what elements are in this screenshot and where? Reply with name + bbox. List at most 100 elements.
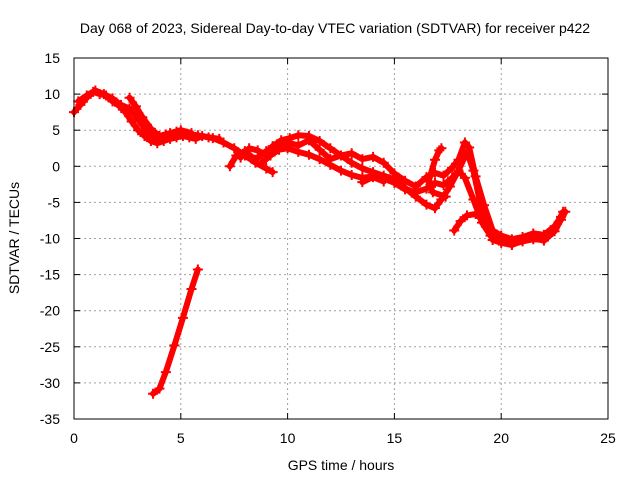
data-point-marker — [453, 165, 464, 176]
data-point-marker — [440, 191, 451, 202]
y-tick-label: 10 — [44, 86, 60, 102]
y-tick-label: -25 — [40, 339, 60, 355]
y-tick-label: -5 — [48, 194, 61, 210]
data-point-marker — [549, 223, 560, 234]
data-point-marker — [154, 383, 165, 394]
data-point-marker — [282, 137, 293, 148]
data-point-marker — [528, 234, 539, 245]
data-point-marker — [81, 90, 92, 101]
data-point-marker — [378, 176, 389, 187]
data-point-marker — [250, 154, 261, 165]
data-point-marker — [314, 154, 325, 165]
data-point-marker — [447, 162, 458, 173]
data-point-marker — [261, 163, 272, 174]
data-point-marker — [303, 135, 314, 146]
data-point-marker — [252, 145, 263, 156]
y-tick-label: -10 — [40, 231, 60, 247]
y-tick-label: 15 — [44, 50, 60, 66]
data-point-marker — [434, 145, 445, 156]
data-point-marker — [186, 128, 197, 139]
data-point-marker — [474, 204, 485, 215]
data-point-marker — [261, 146, 272, 157]
data-point-marker — [98, 89, 109, 100]
data-point-marker — [459, 137, 470, 148]
x-axis-label: GPS time / hours — [288, 457, 395, 473]
data-point-marker — [436, 143, 447, 154]
data-series — [69, 85, 571, 399]
data-point-marker — [438, 180, 449, 191]
data-point-marker — [271, 140, 282, 151]
data-point-marker — [423, 176, 434, 187]
data-point-marker — [177, 312, 188, 323]
data-point-marker — [400, 184, 411, 195]
data-point-marker — [438, 170, 449, 181]
data-point-marker — [256, 157, 267, 168]
data-point-marker — [160, 367, 171, 378]
data-point-marker — [429, 154, 440, 165]
data-point-marker — [133, 125, 144, 136]
data-point-marker — [314, 136, 325, 147]
data-point-marker — [357, 177, 368, 188]
x-tick-label: 10 — [280, 430, 296, 446]
data-point-marker — [481, 221, 492, 232]
data-point-marker — [126, 116, 137, 127]
data-point-marker — [124, 103, 135, 114]
x-tick-label: 15 — [387, 430, 403, 446]
y-tick-label: -35 — [40, 411, 60, 427]
x-tick-label: 5 — [177, 430, 185, 446]
data-point-marker — [203, 132, 214, 143]
data-point-marker — [462, 210, 473, 221]
data-point-marker — [455, 216, 466, 227]
data-point-marker — [538, 234, 549, 245]
data-point-marker — [192, 264, 203, 275]
y-tick-label: 0 — [52, 158, 60, 174]
data-point-marker — [496, 236, 507, 247]
data-point-marker — [293, 130, 304, 141]
data-point-marker — [124, 92, 135, 103]
data-point-marker — [293, 140, 304, 151]
data-point-marker — [107, 93, 118, 104]
data-point-marker — [336, 165, 346, 176]
data-point-marker — [459, 172, 470, 183]
data-point-marker — [400, 175, 411, 186]
data-point-marker — [427, 187, 438, 198]
series-track-j — [476, 206, 567, 248]
chart-title: Day 068 of 2023, Sidereal Day-to-day VTE… — [80, 20, 590, 36]
y-tick-label: -20 — [40, 303, 60, 319]
y-axis-label: SDTVAR / TECUs — [6, 182, 22, 294]
y-tick-label: 5 — [52, 122, 60, 138]
x-tick-label: 20 — [493, 430, 509, 446]
data-point-marker — [325, 143, 336, 154]
data-point-marker — [165, 128, 176, 139]
data-point-marker — [368, 151, 379, 162]
data-point-marker — [169, 340, 180, 351]
y-tick-label: -30 — [40, 375, 60, 391]
data-point-marker — [447, 172, 458, 183]
data-point-marker — [421, 199, 432, 210]
data-point-marker — [468, 194, 479, 205]
data-point-marker — [186, 284, 197, 295]
data-point-marker — [229, 143, 240, 154]
data-point-marker — [325, 154, 336, 165]
data-point-marker — [346, 157, 357, 168]
data-point-marker — [73, 96, 84, 107]
data-point-marker — [130, 101, 141, 112]
data-point-marker — [517, 236, 528, 247]
data-point-marker — [90, 85, 101, 96]
data-point-marker — [357, 154, 368, 165]
data-point-marker — [346, 148, 357, 159]
data-point-marker — [137, 112, 148, 123]
data-point-marker — [464, 142, 475, 153]
x-tick-label: 25 — [600, 430, 616, 446]
data-point-marker — [231, 150, 242, 161]
y-tick-label: -15 — [40, 267, 60, 283]
data-point-marker — [378, 157, 389, 168]
data-point-marker — [410, 181, 421, 192]
data-point-marker — [303, 149, 314, 160]
data-point-marker — [558, 206, 569, 217]
data-point-marker — [267, 167, 278, 178]
data-point-marker — [389, 177, 400, 188]
data-point-marker — [449, 225, 460, 236]
data-point-marker — [506, 239, 517, 250]
